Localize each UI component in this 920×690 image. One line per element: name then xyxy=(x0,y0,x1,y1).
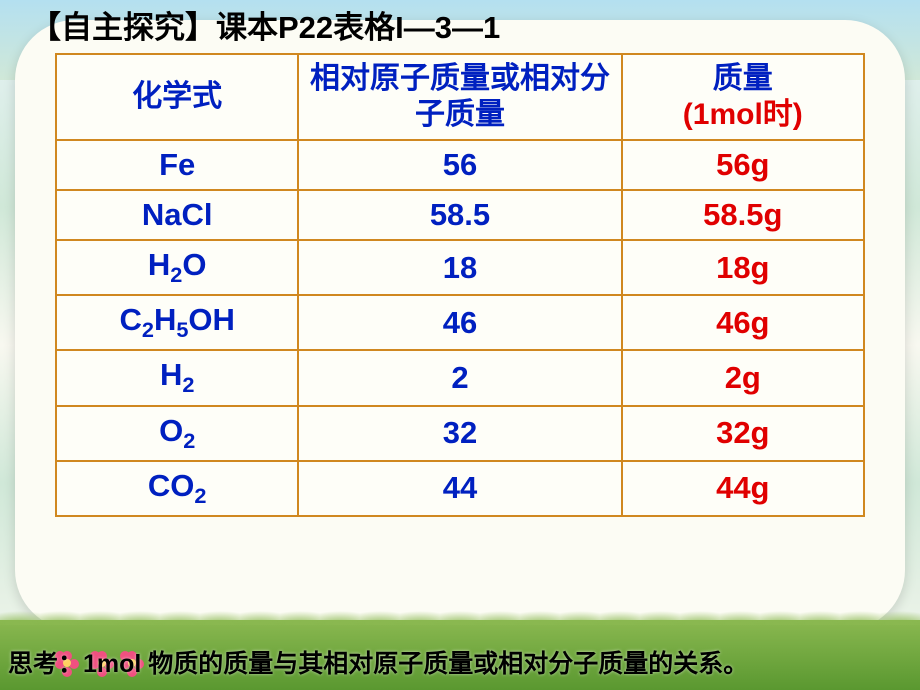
table-row: C2H5OH4646g xyxy=(56,295,864,350)
cell-formula: CO2 xyxy=(56,461,298,516)
slide-title: 【自主探究】课本P22表格I—3—1 xyxy=(20,2,900,47)
table-row: CO24444g xyxy=(56,461,864,516)
cell-mass: 46g xyxy=(622,295,864,350)
cell-formula: C2H5OH xyxy=(56,295,298,350)
table-row: Fe5656g xyxy=(56,140,864,190)
cell-formula: O2 xyxy=(56,406,298,461)
header-atomic-mass: 相对原子质量或相对分子质量 xyxy=(298,54,621,140)
cell-value: 2 xyxy=(298,350,621,405)
cell-mass: 44g xyxy=(622,461,864,516)
cell-value: 44 xyxy=(298,461,621,516)
slide-content: 【自主探究】课本P22表格I—3—1 化学式 相对原子质量或相对分子质量 质量 … xyxy=(0,0,920,517)
table-row: H222g xyxy=(56,350,864,405)
cell-value: 56 xyxy=(298,140,621,190)
header-formula: 化学式 xyxy=(56,54,298,140)
cell-formula: H2 xyxy=(56,350,298,405)
header-mass: 质量 (1mol时) xyxy=(622,54,864,140)
cell-formula: Fe xyxy=(56,140,298,190)
chemistry-table: 化学式 相对原子质量或相对分子质量 质量 (1mol时) Fe5656gNaCl… xyxy=(55,53,865,517)
table-row: H2O1818g xyxy=(56,240,864,295)
cell-mass: 58.5g xyxy=(622,190,864,240)
cell-mass: 2g xyxy=(622,350,864,405)
table-header-row: 化学式 相对原子质量或相对分子质量 质量 (1mol时) xyxy=(56,54,864,140)
cell-mass: 18g xyxy=(622,240,864,295)
cell-value: 58.5 xyxy=(298,190,621,240)
cell-value: 18 xyxy=(298,240,621,295)
cell-formula: NaCl xyxy=(56,190,298,240)
cell-formula: H2O xyxy=(56,240,298,295)
cell-value: 32 xyxy=(298,406,621,461)
header-mass-line2: (1mol时) xyxy=(683,98,803,131)
cell-mass: 56g xyxy=(622,140,864,190)
header-mass-line1: 质量 xyxy=(713,62,773,95)
cell-value: 46 xyxy=(298,295,621,350)
footer-question: 思考：1mol 物质的质量与其相对原子质量或相对分子质量的关系。 xyxy=(8,644,912,680)
table-row: NaCl58.558.5g xyxy=(56,190,864,240)
table-row: O23232g xyxy=(56,406,864,461)
cell-mass: 32g xyxy=(622,406,864,461)
